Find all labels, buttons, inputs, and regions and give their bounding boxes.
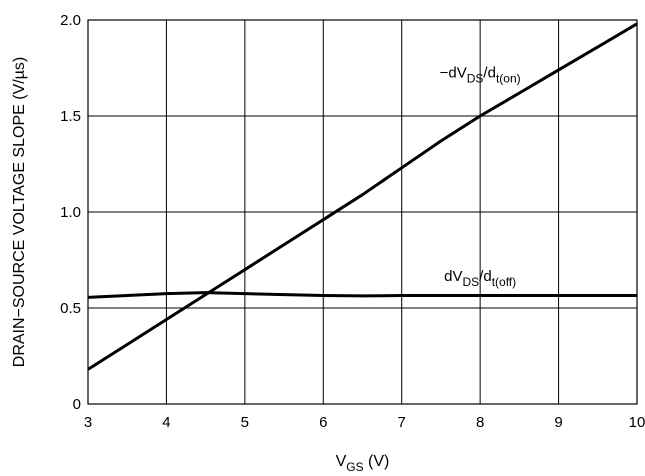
y-tick-label-1: 0.5	[60, 300, 81, 317]
x-tick-label-8: 8	[476, 414, 484, 431]
series-lines	[87, 22, 638, 371]
y-tick-label-2: 1.0	[60, 204, 81, 221]
series-label-0: −dVDS/dt(on)	[440, 65, 521, 86]
x-tick-label-10: 10	[629, 414, 645, 431]
plot-frame	[87, 19, 638, 405]
y-tick-label-4: 2.0	[60, 12, 81, 29]
x-axis-title-main: V	[336, 453, 347, 470]
grid	[88, 20, 637, 404]
y-axis-title: DRAIN−SOURCE VOLTAGE SLOPE (V/µs)	[11, 57, 28, 367]
x-axis-title-sub: GS	[346, 460, 363, 474]
x-tick-label-6: 6	[319, 414, 327, 431]
y-axis-ticks: 0 0.5 1.0 1.5 2.0	[60, 12, 81, 413]
series-label-1: dVDS/dt(off)	[444, 268, 516, 289]
x-axis-ticks: 3 4 5 6 7 8 9 10	[84, 414, 645, 431]
series-line-1	[87, 291, 637, 299]
x-tick-label-3: 3	[84, 414, 92, 431]
x-tick-label-9: 9	[554, 414, 562, 431]
x-axis-title-unit: (V)	[364, 453, 390, 470]
y-tick-label-3: 1.5	[60, 108, 81, 125]
x-tick-label-4: 4	[162, 414, 170, 431]
y-tick-label-0: 0	[73, 396, 81, 413]
x-tick-label-7: 7	[398, 414, 406, 431]
series-labels: −dVDS/dt(on) dVDS/dt(off)	[440, 65, 521, 290]
series-line-0	[87, 22, 638, 371]
x-axis-title: VGS (V)	[336, 453, 390, 474]
x-tick-label-5: 5	[241, 414, 249, 431]
